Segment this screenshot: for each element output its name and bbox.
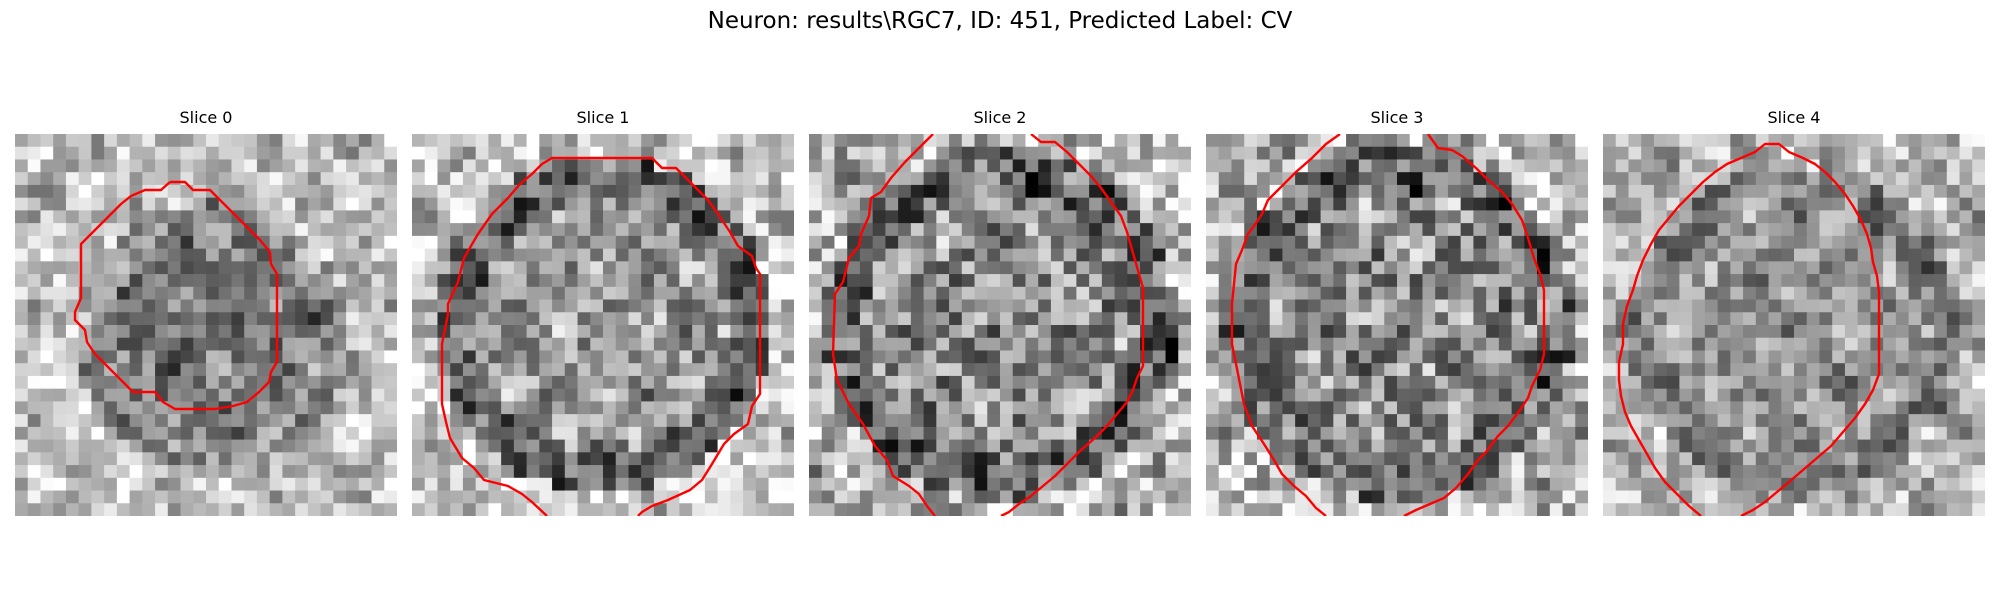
slice-image-0 [15, 134, 397, 516]
cell-contour-2-1 [1000, 134, 1145, 516]
slice-title-1: Slice 1 [576, 108, 630, 127]
slice-title-4: Slice 4 [1767, 108, 1821, 127]
figure-title: Neuron: results\RGC7, ID: 451, Predicted… [707, 8, 1293, 34]
slice-panel-3: Slice 3 [1206, 108, 1588, 518]
slice-panel-2: Slice 2 [809, 108, 1191, 518]
slice-title-3: Slice 3 [1370, 108, 1424, 127]
slice-title-0: Slice 0 [179, 108, 233, 127]
slice-image-1 [412, 134, 794, 516]
cell-contour-0-0 [73, 180, 279, 411]
slice-image-3 [1206, 134, 1588, 516]
cell-contour-1-0 [440, 156, 762, 516]
slice-title-2: Slice 2 [973, 108, 1027, 127]
slice-panel-1: Slice 1 [412, 108, 794, 518]
cell-contour-2-0 [831, 134, 936, 516]
slice-image-2 [809, 134, 1191, 516]
cell-contour-4-0 [1617, 142, 1881, 516]
slice-panel-0: Slice 0 [15, 108, 397, 518]
slice-image-4 [1603, 134, 1985, 516]
cell-contour-3-1 [1403, 134, 1546, 516]
slice-panel-4: Slice 4 [1603, 108, 1985, 518]
cell-contour-3-0 [1230, 134, 1341, 516]
